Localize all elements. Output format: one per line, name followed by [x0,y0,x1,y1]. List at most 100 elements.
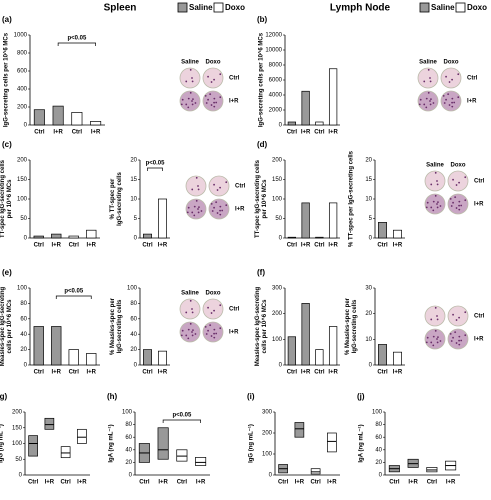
dish-spot [213,336,216,339]
dish-spot [451,101,453,104]
y-tick-label: 0 [129,473,133,479]
dish-spot [219,209,221,212]
y-tick-label: 0 [19,473,23,479]
bar [158,198,167,239]
header-title: Lymph Node [330,3,391,14]
bar [52,105,64,126]
panel-label: (g) [0,392,8,401]
x-tick-label: Ctrl [287,243,298,249]
dish [440,90,462,112]
y-tick-label: 80 [125,422,132,428]
dish-spot [192,98,194,101]
y-tick-label: 60 [375,435,382,441]
dish-spot [180,334,183,337]
bar [33,235,44,239]
dish-spot [450,340,453,342]
dish-spot [216,212,219,214]
dish-spot [418,103,421,106]
legend-label: Doxo [467,3,487,12]
dish-row-label: Ctrl [235,184,246,190]
dish-spot [430,318,433,321]
dish [179,298,201,320]
dish-spot [181,329,184,332]
legend-swatch [419,2,430,13]
dish-spot [434,171,437,174]
dish [447,193,469,215]
y-tick-label: 12000 [265,33,282,39]
y-axis-label: cells per 10^6 MCs [262,299,268,354]
dish-spot [213,206,215,209]
x-tick-label: Ctrl [60,480,71,486]
x-tick-label: Ctrl [377,370,388,376]
dish-spot [437,336,439,339]
dish [447,170,469,192]
dish-spot [458,200,461,203]
dish-spot [213,78,215,81]
dish-spot [225,204,228,207]
x-tick-label: I+R [301,130,311,136]
dish-spot [225,181,228,184]
dish-spot [436,203,438,205]
dish-spot [430,206,433,209]
dish-spot [447,93,450,96]
dish-spot [460,339,463,342]
x-tick-label: Ctrl [69,370,80,376]
dish [202,90,224,112]
x-tick-label: I+R [51,370,61,376]
dish-spot [195,199,198,202]
dish [202,298,224,320]
panel-label: (f) [257,268,265,277]
significance-bracket [57,42,96,46]
dish-spot [458,316,460,319]
dish-spot [209,324,212,327]
y-tick-label: 100 [272,197,283,203]
dish-spot [464,176,467,179]
dish-spot [215,201,218,204]
dish-column-label: Saline [181,291,199,297]
annotation: p<0.05 [146,161,166,167]
dish-spot [426,336,429,339]
dish-spot [191,334,194,337]
x-tick-label: Ctrl [34,370,45,376]
dish-spot [439,340,442,342]
y-tick-label: 0 [269,473,273,479]
dish-spot [429,80,432,83]
y-tick-label: 50 [275,216,282,222]
x-tick-label: I+R [301,370,311,376]
y-tick-label: 60 [20,316,27,322]
legend-label: Saline [189,3,213,12]
dish-row-label: I+R [467,99,477,105]
bar [33,109,45,126]
y-tick-label: 300 [272,286,283,292]
bar [143,349,152,366]
y-axis-label: % Measles-spec per [345,297,351,355]
dish-spot [197,188,200,191]
dish-spot [451,78,453,81]
y-tick-label: 150 [17,177,28,183]
y-tick-label: 20 [365,158,372,164]
x-tick-label: Ctrl [69,243,80,249]
dish-spot [197,211,200,214]
y-axis-label: % Measles-spec per [110,297,116,355]
y-tick-label: 100 [122,410,133,416]
dish-spot [204,95,207,97]
y-tick-label: 60 [130,316,137,322]
bar [315,349,324,366]
dish-spot [185,311,188,314]
dish-spot [187,337,190,340]
dish-spot [434,306,437,309]
dish-spot [458,204,460,207]
dish-spot [439,205,442,207]
box [28,435,38,457]
bar [71,112,83,126]
y-tick-label: 5 [369,216,373,222]
y-tick-label: 800 [17,51,28,57]
y-tick-label: 0 [134,363,138,369]
x-tick-label: I+R [91,130,101,136]
y-tick-label: 60 [125,435,132,441]
y-tick-label: 1000 [14,33,28,39]
x-tick-label: I+R [53,130,63,136]
dish-spot [432,335,435,338]
y-tick-label: 0 [24,363,28,369]
y-tick-label: 200 [272,158,283,164]
